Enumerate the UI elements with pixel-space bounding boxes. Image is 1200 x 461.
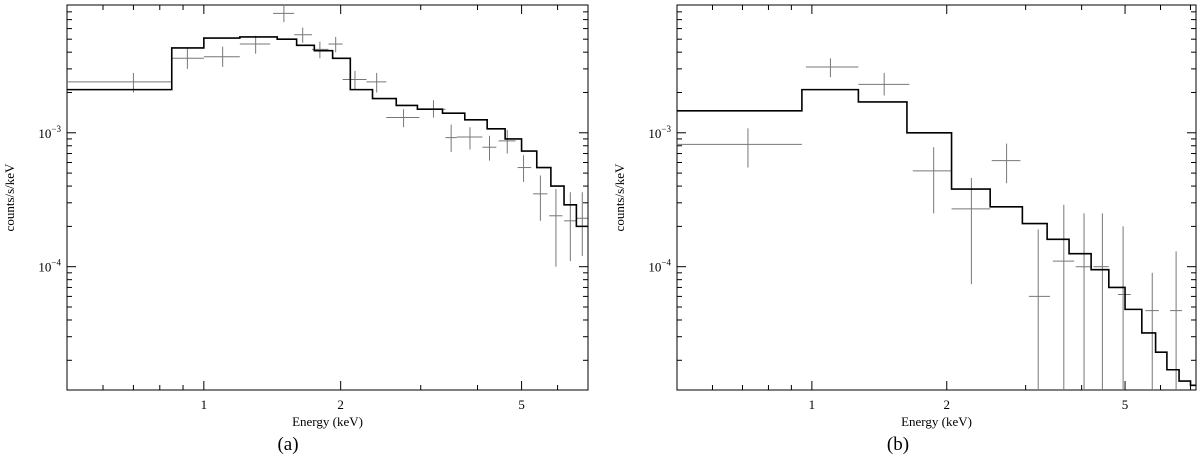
panel-label: (a)	[277, 434, 298, 455]
panel-a: 1 2 5 10−3 10−4 Energy (keV) counts/s/keV (a)	[2, 4, 589, 455]
data-point	[858, 72, 910, 96]
model-step-line	[677, 88, 1196, 387]
data-point	[1170, 251, 1182, 390]
data-point	[991, 143, 1021, 184]
data-point	[549, 189, 563, 267]
data-point	[533, 175, 548, 221]
data-point	[912, 147, 952, 214]
data-point	[1145, 272, 1159, 390]
x-tick-label: 1	[809, 397, 816, 412]
data-point	[805, 58, 859, 78]
y-tick-label: 10−4	[648, 258, 671, 275]
panel-b: 1 2 5 10−3 10−4 Energy (keV) counts/s/keV (b)	[612, 4, 1197, 455]
x-tick-label: 5	[518, 397, 525, 412]
data-point	[273, 5, 295, 23]
data-point	[1028, 229, 1051, 390]
y-tick-label: 10−3	[38, 124, 61, 141]
data-point	[498, 129, 516, 154]
data-point	[386, 109, 420, 128]
x-axis-label: Energy (keV)	[292, 414, 363, 429]
data-point	[677, 128, 802, 168]
y-axis-label: counts/s/keV	[2, 163, 17, 231]
data-point	[203, 46, 240, 67]
x-axis-label: Energy (keV)	[901, 414, 972, 429]
data-point	[576, 192, 588, 257]
data-point	[294, 27, 313, 43]
x-tick-label: 2	[337, 397, 344, 412]
plot-frame	[676, 4, 1197, 391]
data-point	[445, 124, 457, 152]
data-point	[1093, 213, 1109, 390]
data-point	[342, 70, 367, 90]
data-point	[1075, 213, 1093, 390]
data-point	[1052, 204, 1075, 390]
data-point	[482, 135, 497, 161]
data-point	[517, 155, 532, 182]
y-axis-label: counts/s/keV	[612, 163, 627, 231]
data-point	[951, 177, 991, 285]
data-point	[564, 192, 577, 262]
y-tick-label: 10−4	[38, 258, 61, 275]
data-point	[239, 35, 271, 54]
data-point	[328, 36, 343, 53]
x-tick-label: 1	[201, 397, 208, 412]
data-point	[456, 127, 483, 150]
panel-label: (b)	[887, 434, 909, 455]
y-tick-label: 10−3	[648, 124, 671, 141]
x-tick-label: 5	[1122, 397, 1129, 412]
data-point	[366, 72, 387, 93]
data-point	[171, 47, 204, 69]
model-step-line	[67, 36, 588, 228]
x-tick-label: 2	[944, 397, 951, 412]
plot-frame	[66, 4, 589, 391]
